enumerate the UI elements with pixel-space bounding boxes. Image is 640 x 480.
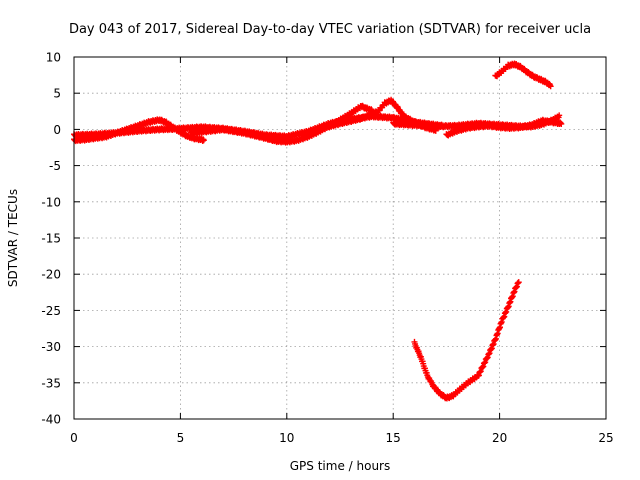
data-point: [556, 112, 563, 119]
y-tick-label: -20: [41, 268, 61, 282]
plot-area: [71, 60, 565, 402]
x-tick-label: 0: [70, 431, 78, 445]
y-tick-label: 0: [53, 123, 61, 137]
data-point: [200, 137, 207, 144]
series-track-6: [443, 116, 565, 139]
x-axis: 0 5 10 15 20 25: [70, 57, 614, 445]
series-track-3: [188, 102, 382, 146]
data-point: [558, 120, 565, 127]
x-tick-label: 10: [279, 431, 294, 445]
chart-title: Day 043 of 2017, Sidereal Day-to-day VTE…: [69, 22, 591, 37]
y-tick-label: -10: [41, 195, 61, 209]
x-axis-label: GPS time / hours: [290, 459, 391, 473]
series-track-7: [492, 60, 554, 90]
x-tick-label: 15: [386, 431, 401, 445]
y-tick-label: -30: [41, 340, 61, 354]
y-axis-label: SDTVAR / TECUs: [6, 189, 20, 287]
y-tick-label: 5: [53, 87, 61, 101]
y-tick-label: -15: [41, 232, 61, 246]
y-tick-label: -40: [41, 413, 61, 427]
y-tick-label: -35: [41, 376, 61, 390]
x-tick-label: 25: [598, 431, 613, 445]
x-tick-label: 20: [492, 431, 507, 445]
y-axis: 10 5 0 -5 -10 -15 -20 -25 -30 -35 -40: [41, 51, 606, 427]
data-point: [547, 83, 554, 90]
series-track-8: [411, 279, 522, 402]
y-tick-label: -25: [41, 304, 61, 318]
gridlines: [74, 57, 606, 419]
y-tick-label: 10: [46, 51, 61, 65]
x-tick-label: 5: [177, 431, 185, 445]
data-point: [515, 279, 522, 286]
y-tick-label: -5: [49, 159, 61, 173]
